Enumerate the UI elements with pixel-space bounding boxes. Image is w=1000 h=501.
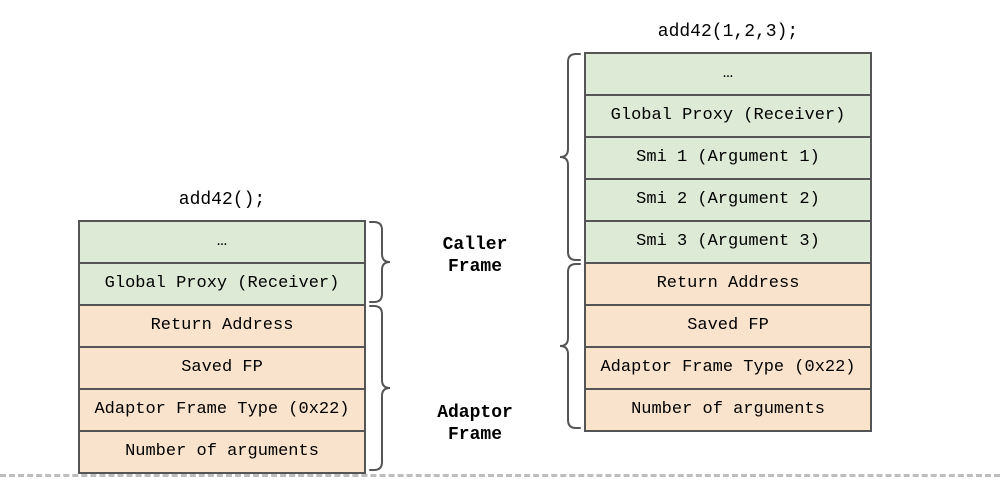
left-stack-row-3: Saved FP	[80, 348, 364, 390]
brace-right-adaptor	[558, 262, 582, 430]
diagram-canvas: add42();…Global Proxy (Receiver)Return A…	[0, 0, 1000, 501]
brace-left-adaptor	[368, 304, 392, 472]
right-stack-row-2: Smi 1 (Argument 1)	[586, 138, 870, 180]
left-stack-row-5: Number of arguments	[80, 432, 364, 474]
right-stack-row-4: Smi 3 (Argument 3)	[586, 222, 870, 264]
right-stack-title: add42(1,2,3);	[584, 22, 872, 42]
dashed-baseline	[0, 474, 1000, 477]
brace-right-caller	[558, 52, 582, 262]
left-stack-row-4: Adaptor Frame Type (0x22)	[80, 390, 364, 432]
right-stack-row-3: Smi 2 (Argument 2)	[586, 180, 870, 222]
right-stack-table: …Global Proxy (Receiver)Smi 1 (Argument …	[584, 52, 872, 432]
adaptor-frame-label: AdaptorFrame	[410, 403, 540, 446]
right-stack-row-0: …	[586, 54, 870, 96]
caller-frame-label: CallerFrame	[410, 235, 540, 278]
left-stack-row-0: …	[80, 222, 364, 264]
right-stack-row-1: Global Proxy (Receiver)	[586, 96, 870, 138]
brace-left-caller	[368, 220, 392, 304]
right-stack-row-8: Number of arguments	[586, 390, 870, 432]
right-stack-row-7: Adaptor Frame Type (0x22)	[586, 348, 870, 390]
left-stack-title: add42();	[78, 190, 366, 210]
right-stack-row-6: Saved FP	[586, 306, 870, 348]
left-stack-row-1: Global Proxy (Receiver)	[80, 264, 364, 306]
left-stack-table: …Global Proxy (Receiver)Return AddressSa…	[78, 220, 366, 474]
right-stack-row-5: Return Address	[586, 264, 870, 306]
left-stack-row-2: Return Address	[80, 306, 364, 348]
